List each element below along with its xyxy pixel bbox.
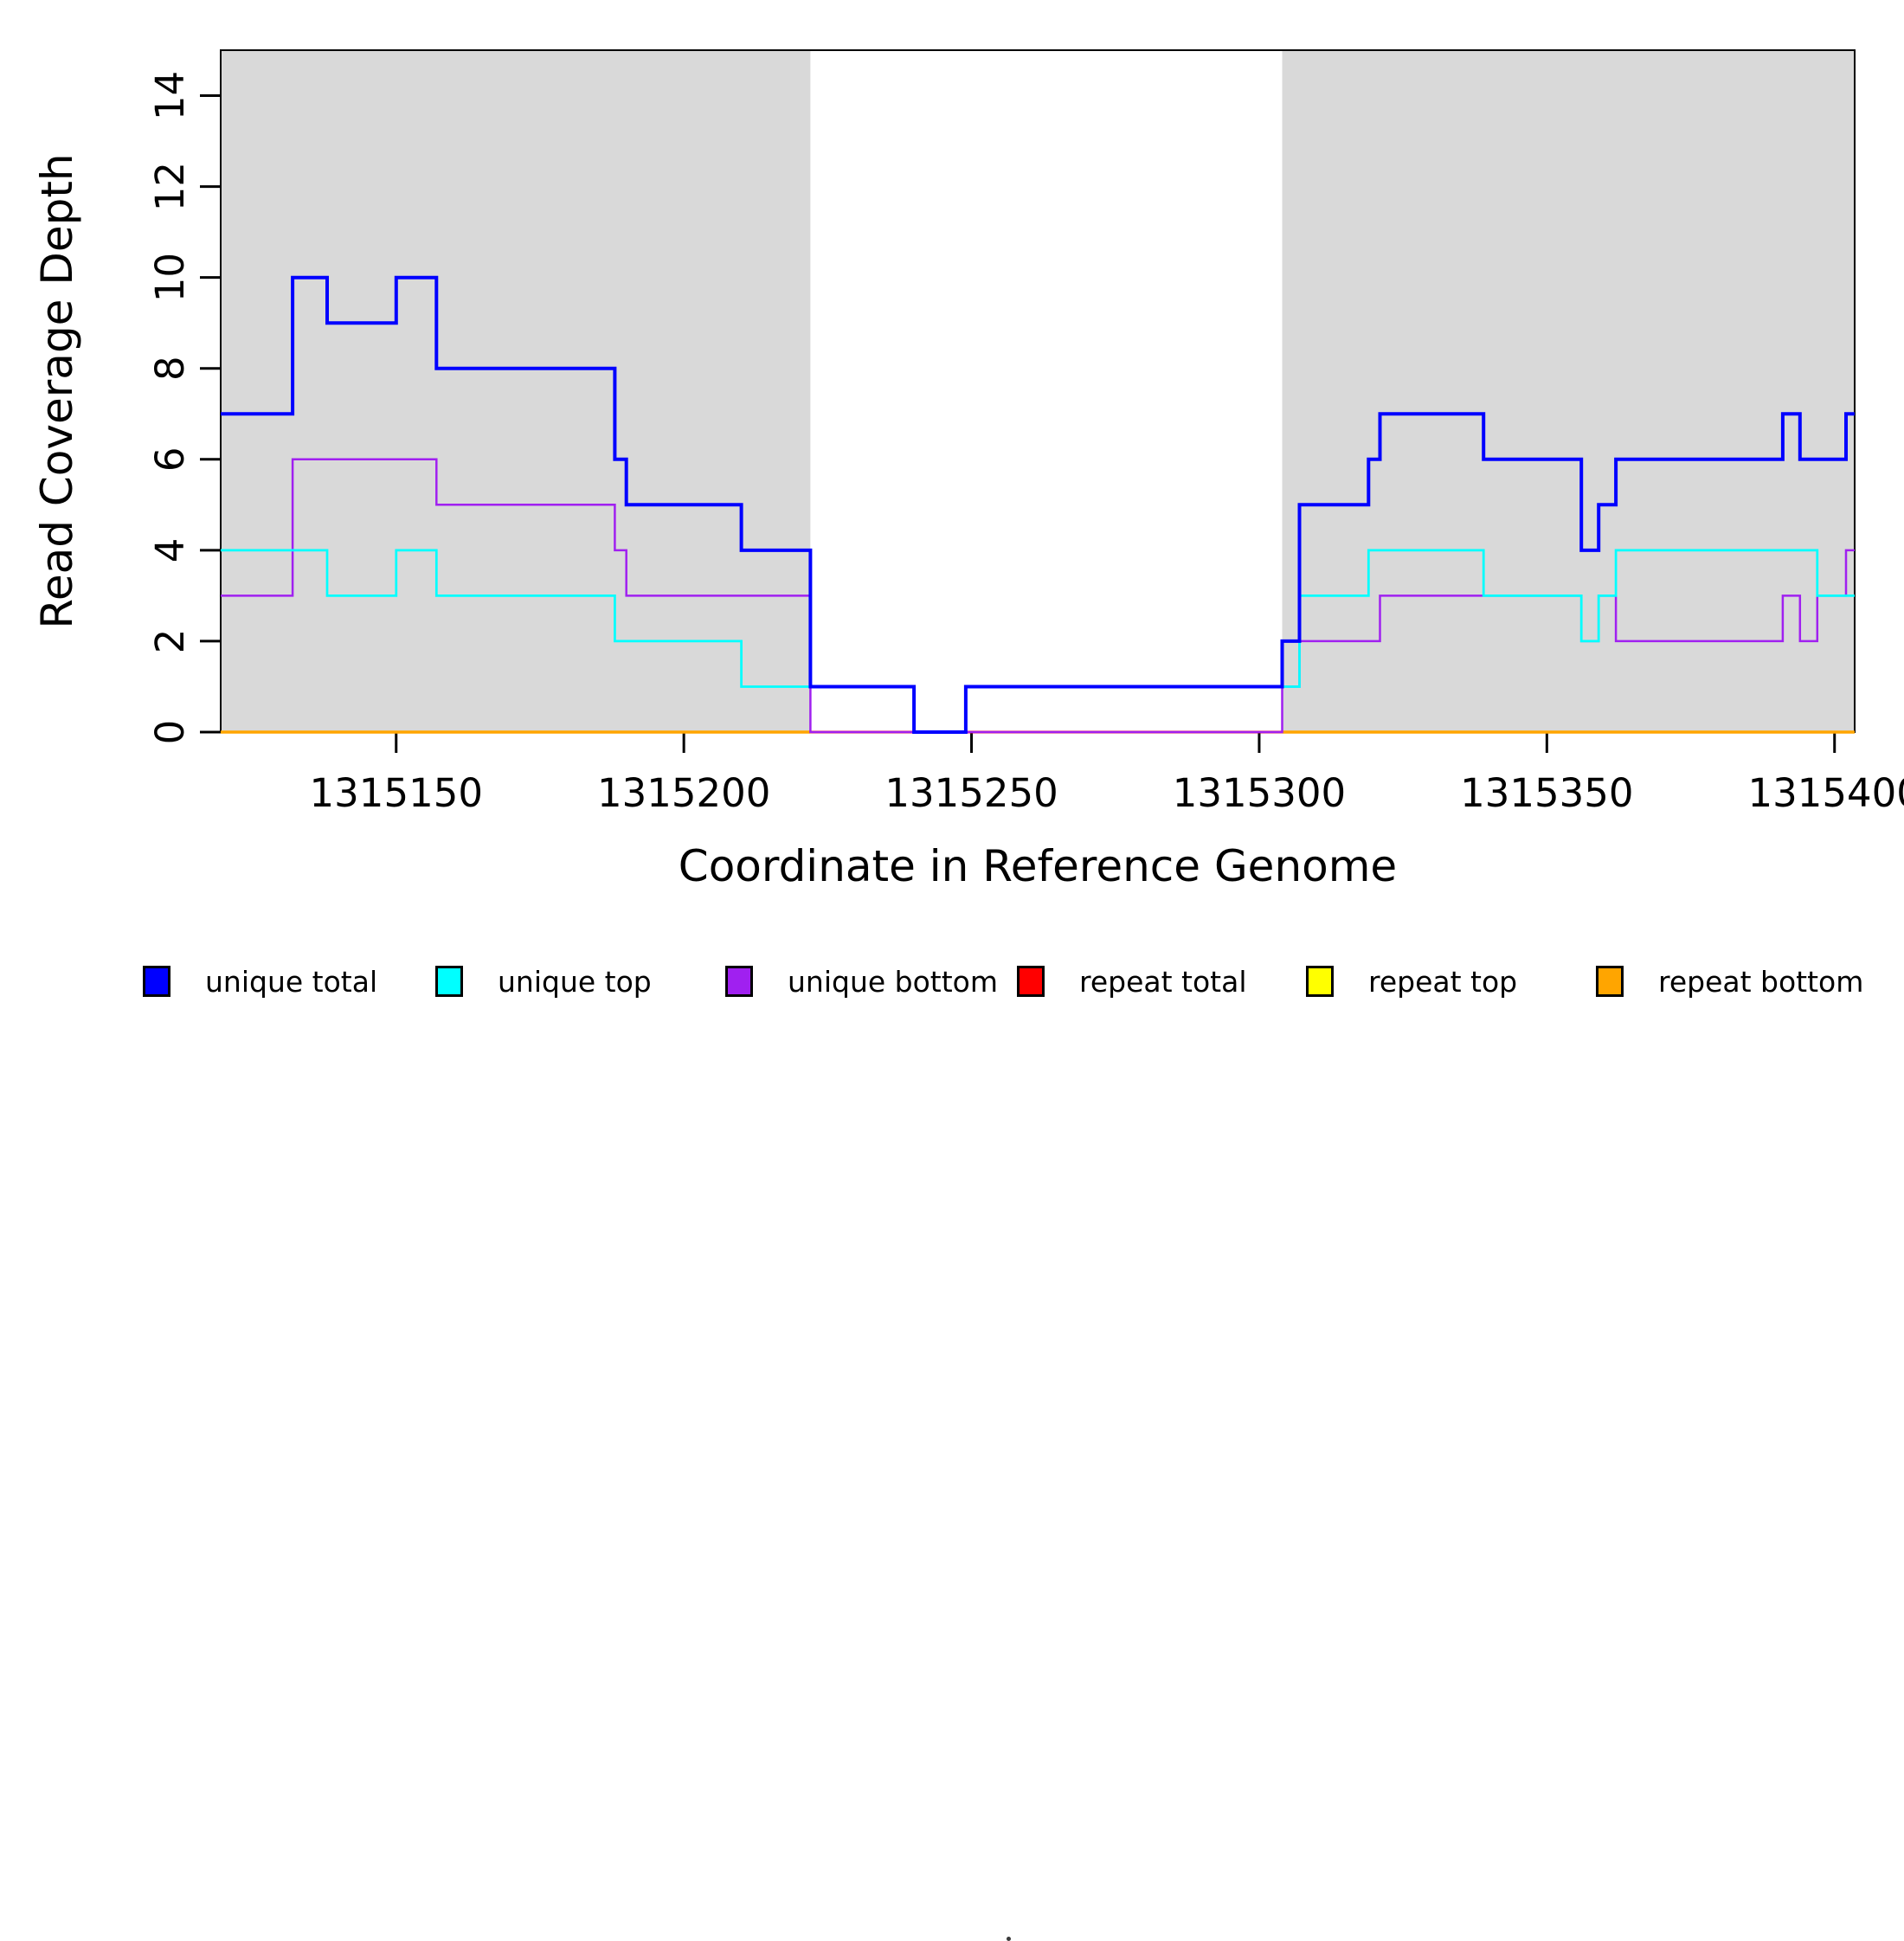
y-tick-label: 8 [147, 356, 193, 381]
legend-swatch-icon [143, 966, 170, 997]
legend: unique total unique top unique bottom repea… [0, 959, 1904, 1941]
legend-swatch-icon [1596, 966, 1624, 997]
legend-item-repeat-top: repeat top [1306, 959, 1517, 1004]
y-tick-label: 2 [147, 629, 193, 654]
y-tick-label: 4 [147, 538, 193, 563]
legend-item-label: unique top [498, 964, 652, 999]
legend-item-repeat-bottom: repeat bottom [1596, 959, 1863, 1004]
legend-swatch-icon [435, 966, 463, 997]
x-tick-label: 1315200 [597, 770, 770, 816]
series-line-unique-total [221, 275, 1855, 734]
y-tick-label: 0 [147, 720, 193, 745]
series-line-unique-bottom [221, 458, 1855, 734]
y-axis-title: Read Coverage Depth [32, 153, 82, 628]
unique-region-right [1282, 50, 1855, 732]
y-tick-label: 6 [147, 447, 193, 472]
legend-item-label: unique total [205, 964, 378, 999]
x-tick-label: 1315300 [1173, 770, 1346, 816]
series-lines [221, 275, 1855, 734]
legend-swatch-icon [725, 966, 753, 997]
legend-item-unique-bottom: unique bottom [725, 959, 998, 1004]
coverage-plot: 1315150 1315200 1315250 1315300 1315350 13154… [32, 49, 1904, 891]
legend-item-label: repeat total [1079, 964, 1247, 999]
legend-item-label: repeat bottom [1658, 964, 1864, 999]
x-tick-label: 1315400 [1748, 770, 1904, 816]
axis-tick-labels: 1315150 1315200 1315250 1315300 1315350 13154… [147, 71, 1904, 816]
x-tick-label: 1315350 [1460, 770, 1633, 816]
legend-swatch-icon [1306, 966, 1334, 997]
legend-item-unique-total: unique total [143, 959, 377, 1004]
legend-item-unique-top: unique top [435, 959, 652, 1004]
legend-item-repeat-total: repeat total [1017, 959, 1247, 1004]
y-tick-label: 12 [147, 162, 193, 211]
y-tick-label: 10 [147, 253, 193, 302]
y-tick-label: 14 [147, 71, 193, 120]
legend-item-label: unique bottom [788, 964, 999, 999]
unique-region-left [221, 50, 811, 732]
x-tick-label: 1315150 [310, 770, 483, 816]
x-tick-label: 1315250 [884, 770, 1058, 816]
stray-dot-artifact [1007, 1937, 1011, 1941]
x-axis-title: Coordinate in Reference Genome [679, 841, 1397, 891]
axis-ticks [200, 94, 1836, 753]
legend-swatch-icon [1017, 966, 1045, 997]
shaded-unique-regions [221, 50, 1855, 732]
legend-item-label: repeat top [1368, 964, 1518, 999]
